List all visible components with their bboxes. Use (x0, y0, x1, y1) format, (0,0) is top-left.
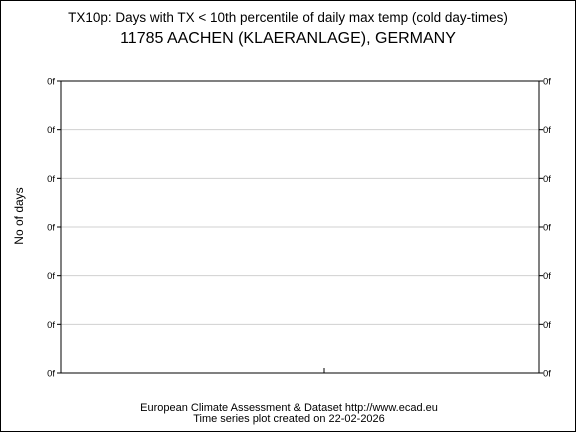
y-tick-label-left: 0f (47, 369, 55, 380)
y-tick-label-right: 0f (543, 174, 551, 185)
chart-title: TX10p: Days with TX < 10th percentile of… (68, 10, 508, 25)
footer-source: European Climate Assessment & Dataset ht… (140, 402, 438, 414)
y-tick-label-left: 0f (47, 223, 55, 234)
y-tick-label-left: 0f (47, 271, 55, 282)
y-axis-label: No of days (12, 187, 26, 244)
footer-created: Time series plot created on 22-02-2026 (193, 413, 385, 425)
y-tick-label-left: 0f (47, 77, 55, 88)
y-tick-label-right: 0f (543, 125, 551, 136)
y-tick-label-right: 0f (543, 271, 551, 282)
y-tick-label-right: 0f (543, 369, 551, 380)
y-tick-label-right: 0f (543, 223, 551, 234)
y-tick-label-left: 0f (47, 320, 55, 331)
y-axis-ticks: 0f 0f 0f 0f 0f 0f 0f 0f 0f 0f 0f 0f 0f 0f (47, 77, 551, 380)
y-tick-label-left: 0f (47, 125, 55, 136)
y-tick-label-right: 0f (543, 320, 551, 331)
y-tick-label-left: 0f (47, 174, 55, 185)
chart-subtitle: 11785 AACHEN (KLAERANLAGE), GERMANY (120, 30, 456, 47)
y-tick-label-right: 0f (543, 77, 551, 88)
grid-lines (61, 129, 539, 325)
